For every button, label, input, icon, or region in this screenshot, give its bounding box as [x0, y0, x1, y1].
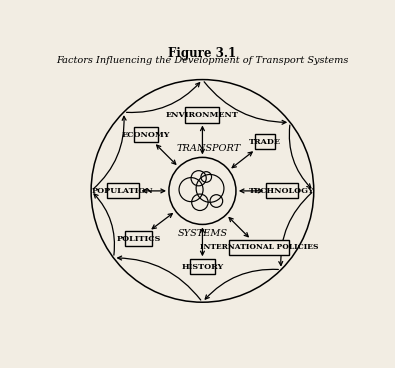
Text: SYSTEMS: SYSTEMS: [177, 229, 228, 238]
Text: TECHNOLOGY: TECHNOLOGY: [249, 187, 315, 195]
Text: HISTORY: HISTORY: [181, 263, 224, 271]
FancyBboxPatch shape: [256, 134, 275, 149]
FancyBboxPatch shape: [266, 183, 298, 198]
Text: Factors Influencing the Development of Transport Systems: Factors Influencing the Development of T…: [56, 56, 349, 64]
Text: TRADE: TRADE: [249, 138, 281, 146]
Text: TRANSPORT: TRANSPORT: [177, 144, 241, 153]
FancyBboxPatch shape: [190, 259, 214, 275]
Text: ECONOMY: ECONOMY: [122, 131, 170, 138]
Text: ENVIRONMENT: ENVIRONMENT: [166, 111, 239, 119]
FancyBboxPatch shape: [134, 127, 158, 142]
Text: Figure 3.1: Figure 3.1: [168, 47, 237, 60]
Text: POPULATION: POPULATION: [92, 187, 154, 195]
Text: INTERNATIONAL POLICIES: INTERNATIONAL POLICIES: [199, 243, 318, 251]
FancyBboxPatch shape: [107, 183, 139, 198]
Text: POLITICS: POLITICS: [117, 235, 161, 243]
FancyBboxPatch shape: [229, 240, 289, 255]
FancyBboxPatch shape: [125, 231, 152, 247]
FancyBboxPatch shape: [185, 107, 220, 123]
